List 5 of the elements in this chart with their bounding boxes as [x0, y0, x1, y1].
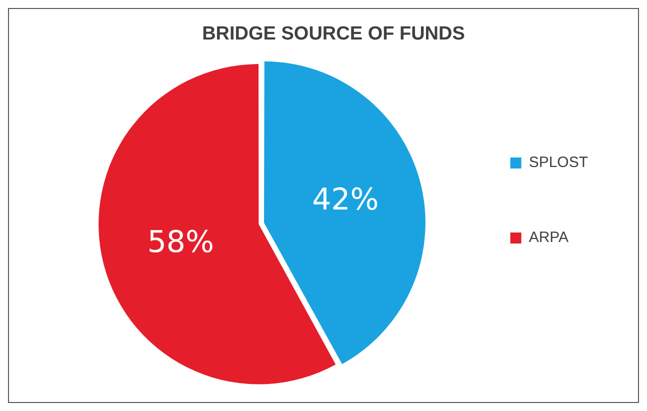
legend-label: SPLOST — [528, 154, 588, 172]
legend-label: ARPA — [528, 229, 569, 246]
data-label: 42% — [312, 182, 379, 218]
chart-title: BRIDGE SOURCE OF FUNDS — [202, 24, 465, 45]
data-label: 58% — [147, 224, 214, 260]
